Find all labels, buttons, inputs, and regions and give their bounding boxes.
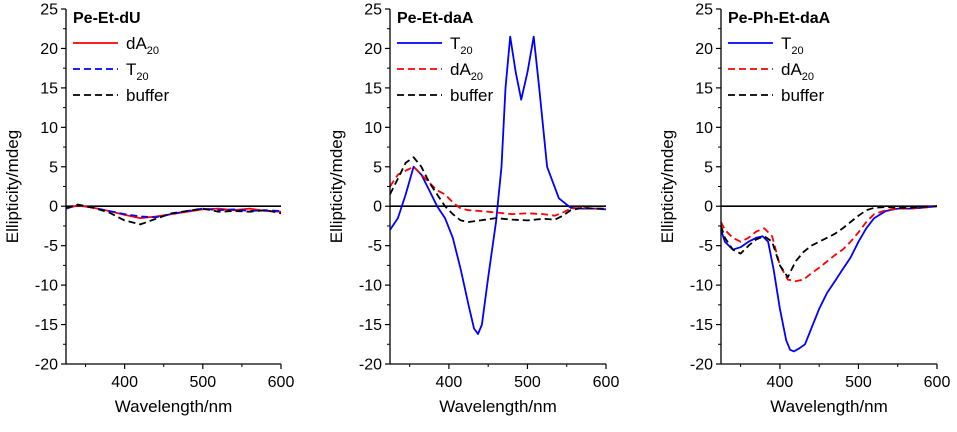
y-tick-label: 25 bbox=[40, 2, 58, 19]
series-line-da20 bbox=[720, 205, 938, 283]
y-tick-label: -10 bbox=[35, 278, 58, 295]
legend-label: dA20 bbox=[450, 60, 483, 83]
y-tick-label: -5 bbox=[44, 238, 58, 255]
chart-panel-2: -20 -15 -10 -5 0 5 10 15 20 25 400 500 600 Wavelength… bbox=[327, 2, 619, 417]
y-tick-label: -20 bbox=[359, 357, 382, 374]
y-tick-label: 20 bbox=[40, 41, 58, 58]
chart-panel-1: -20 -15 -10 -5 0 5 10 15 20 25 400 500 600 Wavelength… bbox=[3, 2, 294, 417]
legend-label: T20 bbox=[450, 34, 473, 57]
panel-title: Pe-Ph-Et-daA bbox=[728, 10, 831, 27]
x-tick-label: 600 bbox=[268, 374, 295, 391]
x-tick-label: 500 bbox=[514, 374, 541, 391]
x-axis-title: Wavelength/nm bbox=[770, 397, 887, 416]
legend-label: buffer bbox=[781, 86, 825, 105]
y-tick-label: -15 bbox=[359, 317, 382, 334]
legend-label: buffer bbox=[450, 86, 494, 105]
y-tick-label: 10 bbox=[695, 120, 713, 137]
y-tick-label: 5 bbox=[373, 159, 382, 176]
y-tick-label: -15 bbox=[35, 317, 58, 334]
y-tick-label: 25 bbox=[695, 2, 713, 19]
legend-label: T20 bbox=[126, 60, 149, 83]
legend-label: dA20 bbox=[126, 34, 159, 57]
y-tick-label: 5 bbox=[704, 159, 713, 176]
y-tick-label: -10 bbox=[690, 278, 713, 295]
y-tick-label: 0 bbox=[49, 199, 58, 216]
y-tick-label: -5 bbox=[368, 238, 382, 255]
x-tick-label: 500 bbox=[189, 374, 216, 391]
x-tick-label: 400 bbox=[436, 374, 463, 391]
panel-title: Pe-Et-daA bbox=[397, 10, 474, 27]
y-tick-label: 20 bbox=[364, 41, 382, 58]
x-tick-label: 400 bbox=[111, 374, 138, 391]
legend-label: T20 bbox=[781, 34, 804, 57]
y-tick-label: -15 bbox=[690, 317, 713, 334]
series-line-t20 bbox=[389, 35, 607, 335]
y-tick-label: 5 bbox=[49, 159, 58, 176]
legend-label: buffer bbox=[126, 86, 170, 105]
panel-title: Pe-Et-dU bbox=[73, 10, 141, 27]
series-line-buffer bbox=[65, 203, 282, 226]
y-axis-title: Ellipticity/mdeg bbox=[327, 130, 346, 243]
y-axis-title: Ellipticity/mdeg bbox=[3, 130, 22, 243]
x-axis-title: Wavelength/nm bbox=[439, 397, 556, 416]
x-axis-title: Wavelength/nm bbox=[115, 397, 232, 416]
legend-label: dA20 bbox=[781, 60, 814, 83]
y-tick-label: 15 bbox=[695, 80, 713, 97]
y-tick-label: -10 bbox=[359, 278, 382, 295]
series-line-buffer bbox=[720, 205, 938, 279]
series-line-t20 bbox=[720, 205, 938, 353]
x-tick-label: 400 bbox=[767, 374, 794, 391]
chart-panel-3: -20 -15 -10 -5 0 5 10 15 20 25 400 500 600 Wavelength… bbox=[658, 2, 950, 417]
y-tick-label: 15 bbox=[40, 80, 58, 97]
y-tick-label: 10 bbox=[364, 120, 382, 137]
y-tick-label: -20 bbox=[35, 357, 58, 374]
series-line-da20 bbox=[389, 165, 606, 217]
series-line-buffer bbox=[389, 156, 606, 223]
y-tick-label: 0 bbox=[373, 199, 382, 216]
y-tick-label: 10 bbox=[40, 120, 58, 137]
y-tick-label: 0 bbox=[704, 199, 713, 216]
y-tick-label: -20 bbox=[690, 357, 713, 374]
x-tick-label: 600 bbox=[593, 374, 620, 391]
y-axis-title: Ellipticity/mdeg bbox=[658, 130, 677, 243]
y-tick-label: -5 bbox=[699, 238, 713, 255]
x-tick-label: 500 bbox=[845, 374, 872, 391]
y-tick-label: 20 bbox=[695, 41, 713, 58]
y-tick-label: 25 bbox=[364, 2, 382, 19]
x-tick-label: 600 bbox=[924, 374, 951, 391]
y-tick-label: 15 bbox=[364, 80, 382, 97]
